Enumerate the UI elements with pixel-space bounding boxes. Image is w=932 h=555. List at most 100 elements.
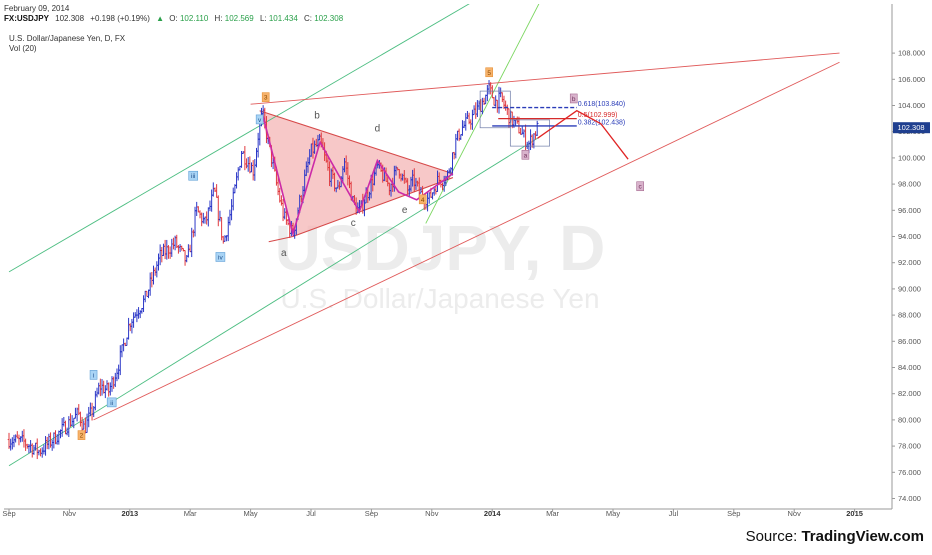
wave-count-box [636,181,644,192]
triangle-area [259,110,453,237]
wave-count-text: i [93,372,94,379]
wave-count-text: b [572,96,576,103]
time-axis[interactable]: Sep Nov 2013 Mar May Jul Sep Nov 2014 Mar May Jul Se… [2,509,863,518]
plot-area [4,4,892,509]
ohlc-high-key: H: [215,14,223,23]
wedge-upper-line [250,52,840,105]
wave-count-text: c [639,184,643,191]
triangle-lower-ext [268,235,293,243]
price-axis[interactable]: 74.000 76.000 78.000 80.000 82.000 84.000 86.0… [892,49,925,503]
x-tick-label: Sep [365,509,378,518]
wave-count-marker: v [255,114,264,125]
change-arrow-icon: ▲ [156,14,164,23]
y-tick-label: 104.000 [898,101,925,110]
source-credit: Source: TradingView.com [746,528,924,545]
wave-count-box [255,114,264,125]
y-tick-label: 108.000 [898,49,925,58]
symbol-line: FX:USDJPY 102.308 +0.198 (+0.19%) ▲ O: 1… [4,14,344,23]
wave-count-text: ii [110,400,113,407]
wave-count-box [215,252,226,262]
projection-path [537,109,629,160]
volume-indicator-label[interactable]: Vol (20) [9,44,37,53]
y-tick-label: 88.000 [898,311,921,320]
wave-count-text: 4 [421,197,425,204]
wave-count-marker: ii [106,397,117,408]
wave-count-marker: a [521,149,530,160]
wave-label: e [402,205,408,216]
watermark-symbol: USDJPY, D [275,212,606,284]
last-price-tag-bg [893,122,930,134]
wave-count-text: v [258,117,262,124]
y-tick-label: 90.000 [898,284,921,293]
wave-count-box [261,92,270,102]
channel-upper-line [8,4,470,273]
wave-count-text: 2 [80,433,84,440]
wave-count-box [106,397,117,408]
ohlc-low-val: 101.434 [269,14,298,23]
x-tick-label: Nov [425,509,439,518]
y-tick-label: 80.000 [898,415,921,424]
ohlc-close-val: 102.308 [314,14,343,23]
chart-date: February 09, 2014 [4,4,70,13]
x-tick-label: May [606,509,620,518]
x-tick-label: Jul [669,509,679,518]
wave-count-marker: b [569,93,578,104]
x-tick-label: 2013 [121,509,138,518]
triangle-upper-line [259,110,454,175]
wave-count-box [77,430,86,440]
ohlc-close-key: C: [304,14,312,23]
symbol-name[interactable]: FX:USDJPY [4,14,50,23]
wedge-lower-line [93,61,840,421]
x-tick-label: 2014 [484,509,502,518]
fib-level-label: 0.5(102.999) [578,112,618,119]
last-price-tag: 102.308 [893,122,930,134]
y-tick-label: 98.000 [898,180,921,189]
x-tick-label: Nov [788,509,802,518]
x-tick-label: Nov [63,509,77,518]
steep-trendline [425,4,540,224]
triangle-lower-line [292,177,454,238]
x-tick-label: May [244,509,258,518]
wave-count-box [418,194,427,205]
y-tick-label: 74.000 [898,494,921,503]
x-tick-label: Sep [727,509,740,518]
symbol-change: +0.198 (+0.19%) [90,14,150,23]
y-tick-label: 86.000 [898,337,921,346]
source-brand: TradingView.com [801,528,924,545]
wave-count-marker: 5 [485,67,493,78]
y-tick-label: 92.000 [898,258,921,267]
wave-count-marker: c [636,181,644,192]
wave-count-box [521,149,530,160]
ohlc-low-key: L: [260,14,267,23]
ohlc-high-val: 102.569 [225,14,254,23]
x-tick-label: Mar [546,509,559,518]
trendline-layer [8,4,840,467]
wave-count-box [569,93,578,104]
wave-count-text: iv [218,254,223,261]
x-tick-label: Sep [2,509,15,518]
wave-count-box [89,370,98,380]
drawing-layer: 0.618(103.840) 0.5(102.999)0.382(102.438) [261,90,629,237]
chart-title: U.S. Dollar/Japanese Yen, D, FX [9,34,126,43]
x-tick-label: Jul [306,509,316,518]
wave-count-marker: i [89,370,98,380]
wave-label: b [314,111,320,122]
wave-path [261,114,454,237]
wave-count-marker: iii [188,170,199,181]
wave-label: c [351,218,356,229]
wave-count-text: 3 [264,95,268,102]
range-box-bottom [509,119,550,147]
wave-count-marker: 3 [261,92,270,102]
y-tick-label: 84.000 [898,363,921,372]
wave-count-text: iii [191,173,195,180]
fib-level-label: 0.382(102.438) [578,119,625,126]
y-tick-label: 82.000 [898,389,921,398]
range-box-top [479,90,511,129]
wave-label: d [375,124,381,135]
ohlc-open-val: 102.110 [180,14,209,23]
wave-count-box [485,67,493,78]
wave-count-marker: iv [215,252,226,262]
